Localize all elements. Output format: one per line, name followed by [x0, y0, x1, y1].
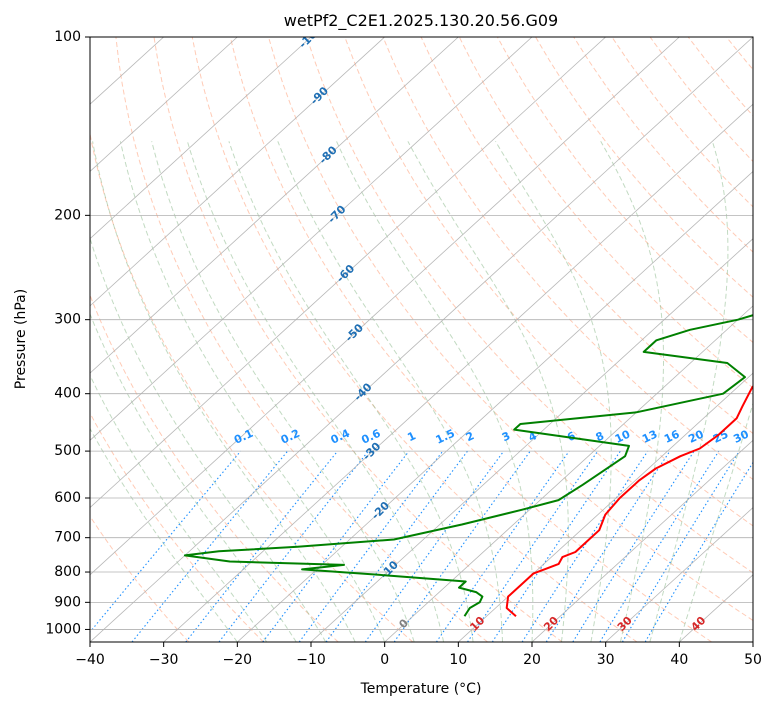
mixing-ratio-label: 25 [711, 428, 730, 446]
y-tick-label: 200 [54, 207, 81, 223]
plot-frame [89, 36, 754, 643]
dry-adiabat [268, 37, 753, 622]
mixing-ratio-label: 20 [686, 427, 706, 445]
dry-adiabat [191, 37, 638, 642]
isotherm-line [237, 170, 753, 642]
x-tick-label: −30 [149, 652, 179, 668]
dry-adiabat [382, 37, 753, 481]
y-tick-label: 600 [54, 490, 81, 506]
chart-title: wetPf2_C2E1.2025.130.20.56.G09 [284, 11, 558, 31]
y-axis-label: Pressure (hPa) [13, 289, 29, 389]
isotherm-line [90, 37, 753, 642]
x-tick-label: 50 [744, 652, 762, 668]
x-tick-label: 30 [597, 652, 615, 668]
mixing-ratio-line [467, 450, 599, 642]
mixing-ratio-line [435, 450, 570, 642]
mixing-ratio-line [621, 450, 740, 642]
isotherm-line [90, 37, 312, 240]
x-axis-label: Temperature (°C) [360, 681, 482, 697]
isotherm-line [90, 37, 533, 441]
mixing-ratio-label: 36 [752, 427, 772, 445]
dry-adiabat [229, 37, 712, 642]
isotherm-line [90, 37, 680, 576]
dry-adiabat [765, 37, 775, 642]
mixing-ratio-line [262, 450, 410, 642]
mixing-ratio-line [491, 450, 621, 642]
x-tick-label: −20 [223, 652, 253, 668]
x-tick-label: 20 [523, 652, 541, 668]
isotherm-line [531, 439, 753, 642]
dry-adiabat [496, 37, 753, 344]
x-tick-label: 10 [449, 652, 467, 668]
x-tick-label: −40 [75, 652, 105, 668]
mixing-ratio-line [131, 450, 289, 642]
y-tick-label: 400 [54, 386, 81, 402]
isotherm-line [163, 103, 753, 642]
background-lines [90, 37, 775, 642]
y-tick-label: 700 [54, 530, 81, 546]
dry-adiabat [420, 37, 753, 435]
isotherm-line [90, 37, 385, 307]
mixing-ratio-line [545, 450, 671, 642]
x-tick-label: 40 [670, 652, 688, 668]
mixing-ratio-line [185, 450, 339, 642]
isotherm-line [90, 37, 606, 509]
isotherm-line [90, 37, 459, 374]
y-tick-label: 900 [54, 594, 81, 610]
mixing-ratio-line [298, 450, 444, 642]
mixing-ratio-label: 10 [613, 427, 633, 445]
mixing-ratio-line [364, 450, 505, 642]
y-axis: 100 200 300 400 500 600 700 800 900 1000 [45, 29, 90, 637]
mixing-ratio-label: 30 [731, 427, 751, 445]
isotherm-line [384, 305, 753, 642]
mixing-ratio-label: 13 [640, 428, 659, 446]
dry-adiabat [115, 37, 488, 642]
mixing-ratio-label: 16 [662, 427, 682, 445]
y-tick-label: 800 [54, 564, 81, 580]
isotherm-line [458, 372, 753, 642]
x-tick-label: 0 [380, 652, 389, 668]
mixing-ratio-line [325, 450, 468, 642]
y-tick-label: 500 [54, 443, 81, 459]
y-tick-label: 300 [54, 312, 81, 328]
profile-lines [183, 314, 753, 617]
isotherm-line [752, 641, 753, 642]
dry-adiabat [90, 412, 264, 642]
temperature-profile [505, 384, 753, 617]
isotherm-line [605, 507, 753, 642]
mixing-ratio-line [90, 450, 242, 633]
dry-adiabat [306, 37, 753, 574]
dry-adiabat [535, 37, 753, 298]
dewpoint-profile [183, 314, 753, 617]
x-axis: −40 −30 −20 −10 0 10 20 30 40 50 [75, 642, 762, 668]
y-tick-label: 100 [54, 29, 81, 45]
isotherm-line [90, 37, 238, 172]
mixing-ratio-line [572, 450, 695, 642]
isotherm-line [310, 238, 753, 642]
mixing-ratio-line [521, 450, 649, 642]
x-tick-label: −10 [296, 652, 326, 668]
y-tick-label: 1000 [45, 621, 81, 637]
